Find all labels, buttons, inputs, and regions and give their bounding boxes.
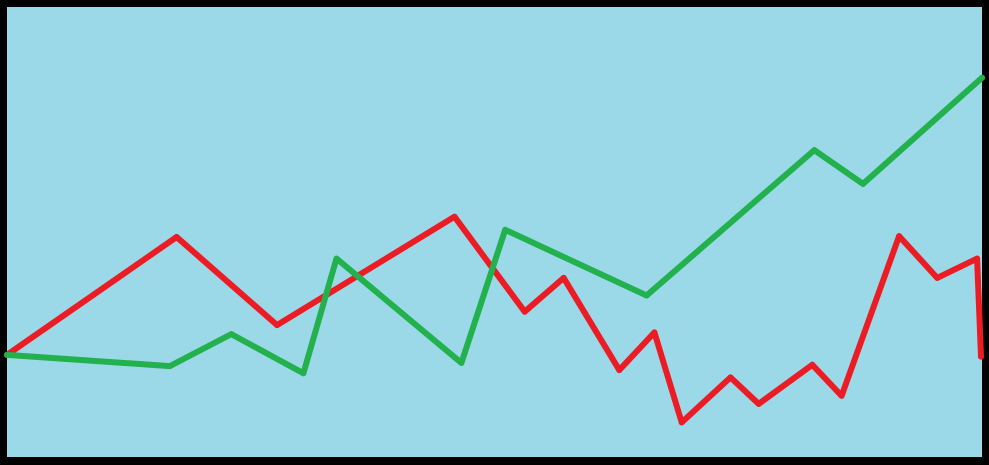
series-2-point-3: [228, 331, 235, 338]
series-2-point-5: [333, 255, 340, 262]
series-1-point-16: [974, 255, 981, 262]
series-1-point-13: [838, 392, 845, 399]
series-1-point-5: [521, 308, 528, 315]
series-1-point-10: [727, 374, 734, 381]
series-1-point-8: [651, 329, 658, 336]
plot-area: [7, 7, 982, 457]
series-1-point-14: [896, 233, 903, 240]
series-1-point-4: [451, 213, 458, 220]
series-1-point-9: [678, 419, 685, 426]
series-2: [4, 74, 985, 377]
series-2-point-9: [811, 147, 818, 154]
series-1-point-11: [755, 400, 762, 407]
series-2-point-8: [643, 292, 650, 299]
series-2-point-6: [458, 359, 465, 366]
series-1-point-3: [274, 322, 281, 329]
series-2-point-4: [300, 370, 307, 377]
series-1-point-15: [934, 274, 941, 281]
series-2-point-7: [502, 226, 509, 233]
series-2-point-10: [860, 180, 866, 187]
series-1-point-17: [978, 353, 984, 360]
series-1-point-6: [560, 274, 567, 281]
series-2-point-11: [979, 74, 985, 81]
series-layer: [4, 74, 985, 426]
series-1-point-7: [616, 367, 623, 374]
series-1-point-12: [809, 361, 816, 368]
series-1-point-2: [173, 234, 180, 240]
series-2-point-2: [166, 363, 173, 370]
series-2-point-1: [4, 351, 10, 358]
